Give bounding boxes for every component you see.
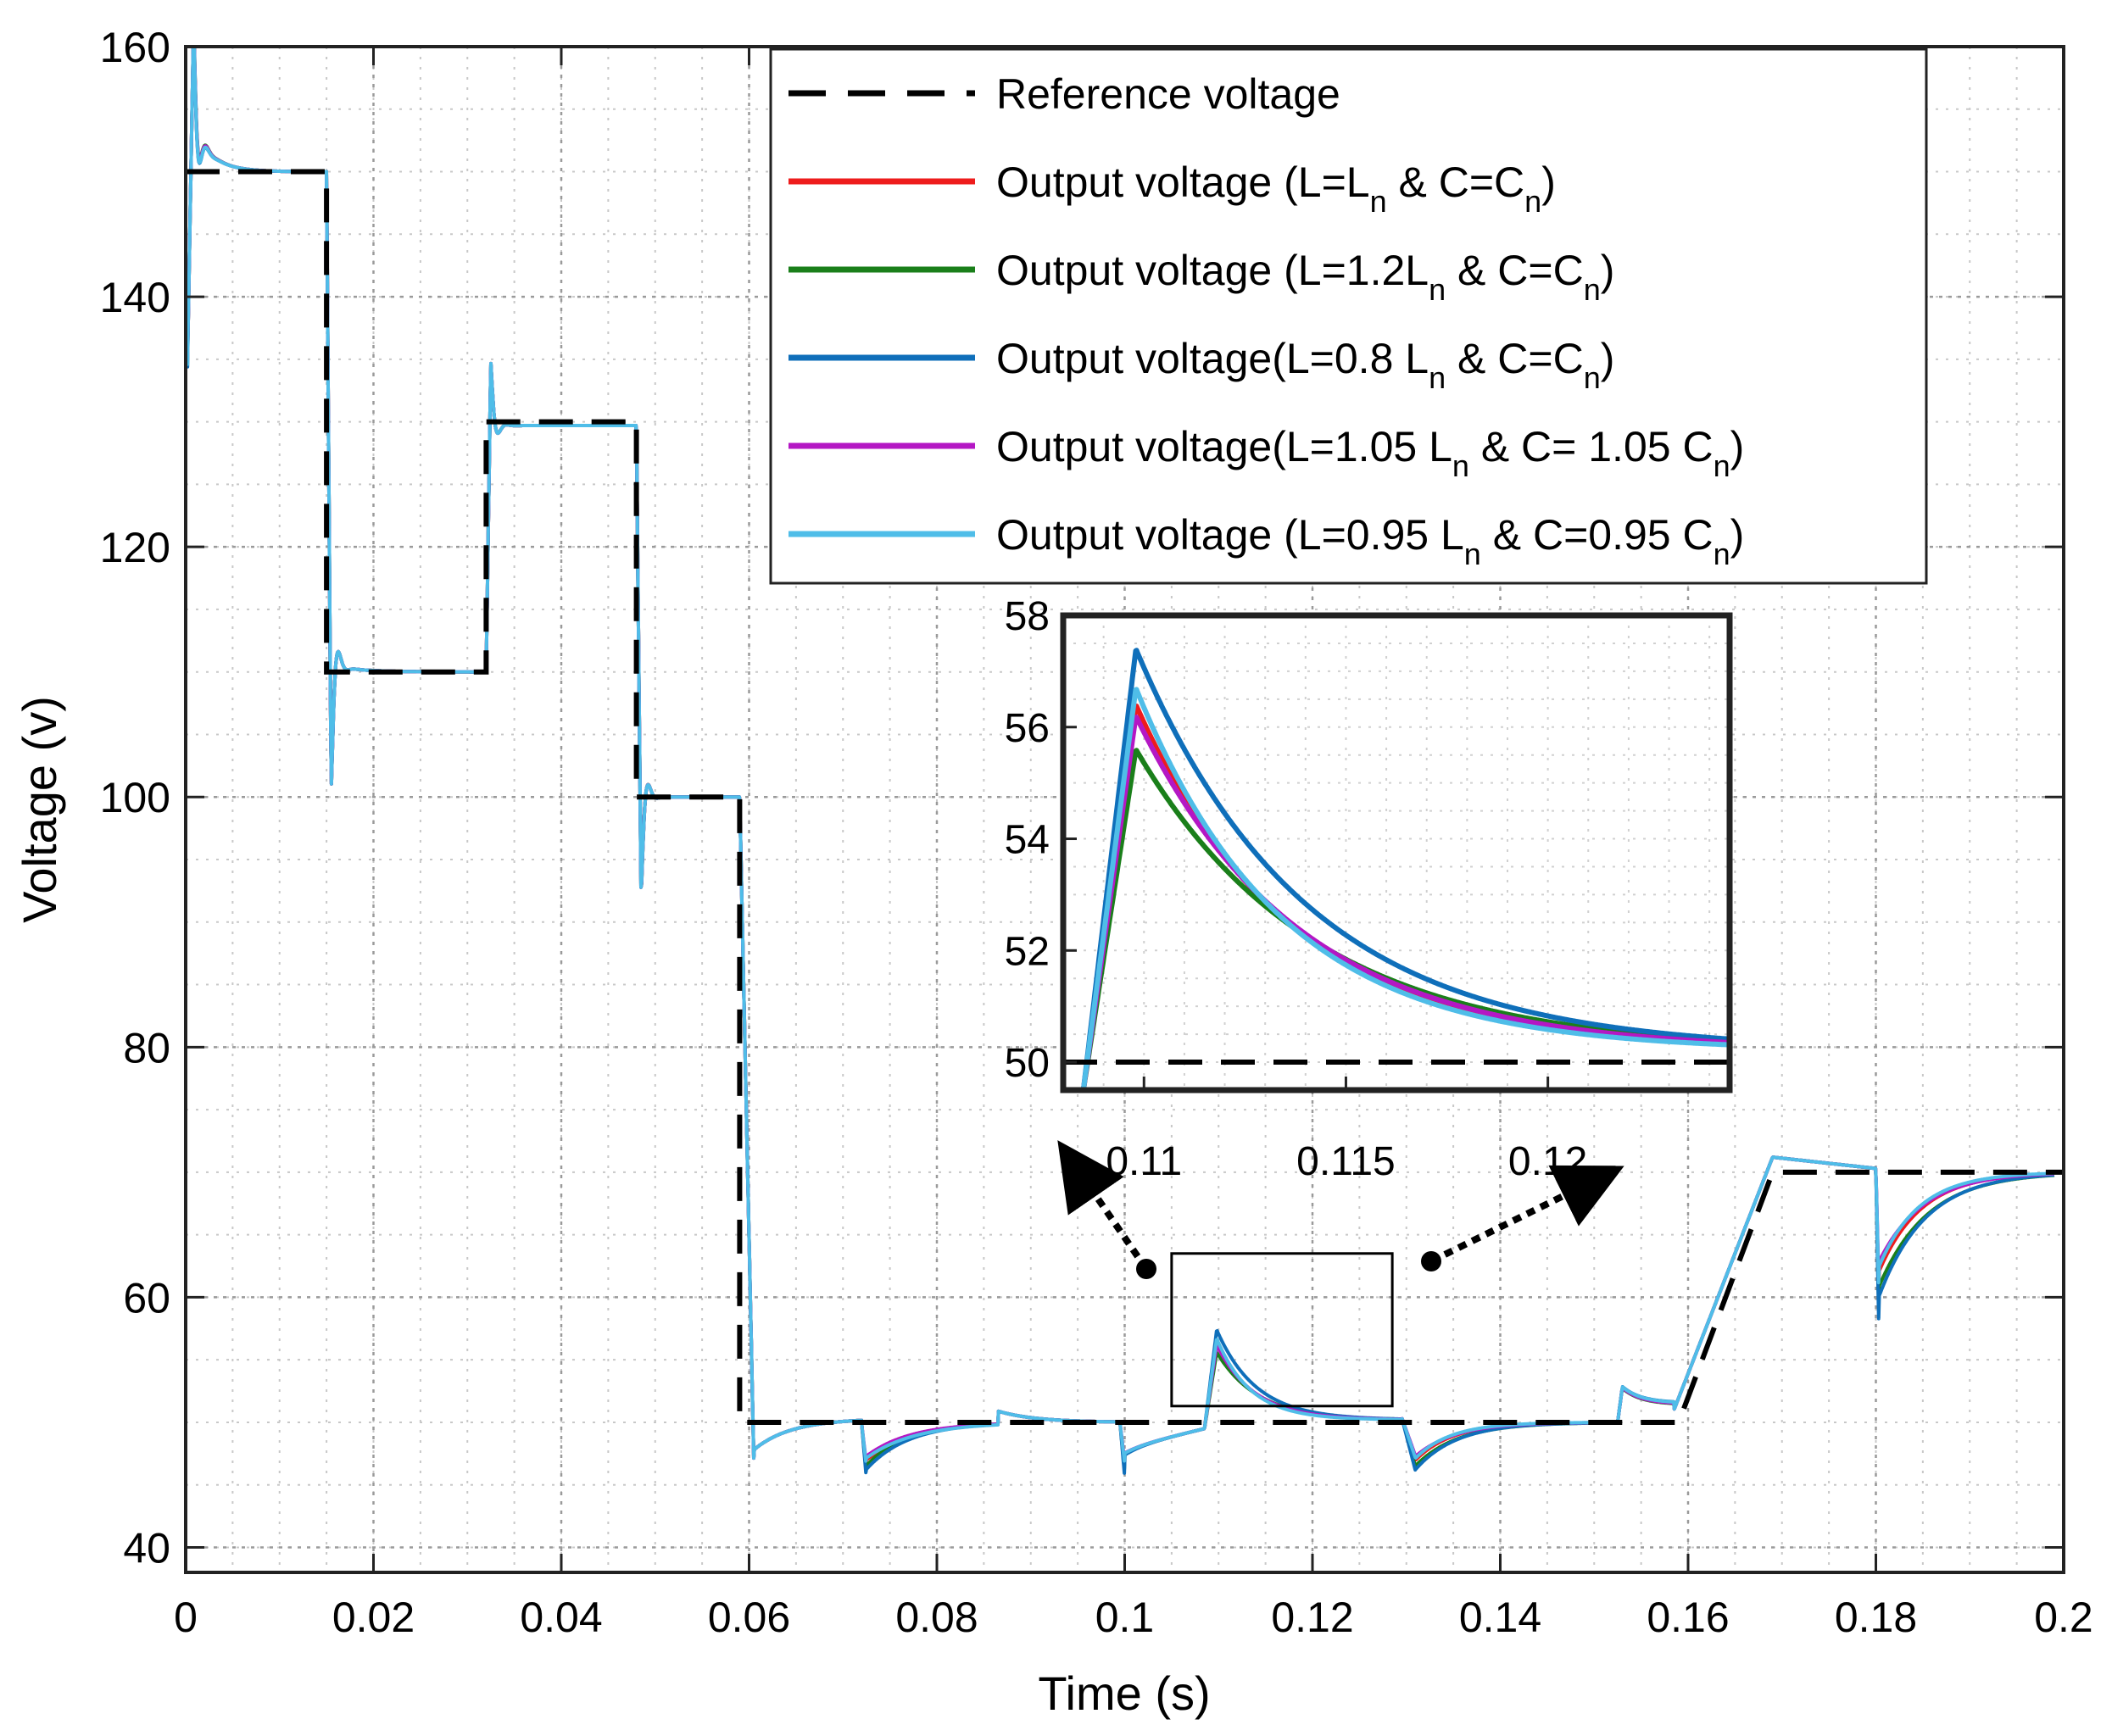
x-tick-label: 0.14 <box>1459 1594 1541 1641</box>
legend-entry-text: Output voltage (L=0.95 Ln & C=0.95 Cn) <box>996 511 1744 571</box>
x-tick-label: 0.18 <box>1835 1594 1917 1641</box>
reference-line <box>186 169 2064 1425</box>
inset-x-tick-label: 0.115 <box>1296 1139 1396 1184</box>
legend-entry-text: Output voltage (L=Ln & C=Cn) <box>996 159 1556 219</box>
main-axis-ticks: 0 0.02 0.04 0.06 0.08 0.1 0.12 0.14 0.16 0.18 0.2 4… <box>100 24 2093 1641</box>
inset-y-tick-label: 52 <box>1005 929 1050 974</box>
inset-x-tick-label: 0.12 <box>1508 1139 1587 1184</box>
arrow-right <box>1429 1165 1624 1265</box>
inset-y-tick-label: 56 <box>1005 706 1050 751</box>
x-tick-label: 0.16 <box>1647 1594 1729 1641</box>
inset-axis-ticks: 0.11 0.115 0.12 50 52 54 56 58 <box>1005 594 1588 1184</box>
zoom-annotation <box>1057 1140 1624 1408</box>
inset-series-line <box>1074 687 1730 1090</box>
x-tick-label: 0.02 <box>332 1594 415 1641</box>
inset-background <box>1063 615 1730 1090</box>
y-tick-label: 40 <box>123 1524 170 1572</box>
inset-series-line <box>1074 715 1730 1090</box>
x-tick-label: 0.2 <box>2034 1594 2093 1641</box>
inset-series-line <box>1074 648 1730 1090</box>
y-axis-label: Voltage (v) <box>13 696 66 923</box>
inset-frame <box>1060 612 1733 1093</box>
legend-entry-text: Output voltage(L=1.05 Ln & C= 1.05 Cn) <box>996 423 1744 483</box>
main-grid <box>184 45 2065 1572</box>
legend-entry-text: Output voltage (L=1.2Ln & C=Cn) <box>996 247 1614 307</box>
main-series-lines <box>186 47 2064 1475</box>
inset-zoom-plot: 0.11 0.115 0.12 50 52 54 56 58 <box>1005 594 1733 1184</box>
legend-box <box>769 47 1928 585</box>
x-tick-label: 0.12 <box>1271 1594 1353 1641</box>
y-tick-label: 80 <box>123 1024 170 1071</box>
y-tick-label: 120 <box>100 524 170 571</box>
y-tick-label: 160 <box>100 24 170 71</box>
inset-y-tick-label: 58 <box>1005 594 1050 639</box>
legend-entry-text: Reference voltage <box>996 70 1340 118</box>
x-tick-label: 0.06 <box>708 1594 790 1641</box>
legend: Reference voltage Output voltage (L=Ln & … <box>769 47 1928 585</box>
inset-x-tick-label: 0.11 <box>1106 1139 1182 1184</box>
arrow-left <box>1057 1140 1150 1271</box>
x-tick-label: 0.08 <box>895 1594 978 1641</box>
inset-series-lines <box>1063 648 1730 1090</box>
legend-entry-text: Output voltage(L=0.8 Ln & C=Cn) <box>996 335 1614 395</box>
y-tick-label: 140 <box>100 274 170 321</box>
zoom-box <box>1170 1252 1394 1408</box>
x-tick-label: 0.1 <box>1095 1594 1155 1641</box>
inset-y-tick-label: 54 <box>1005 818 1050 863</box>
x-tick-label: 0 <box>174 1594 198 1641</box>
inset-y-tick-label: 50 <box>1005 1041 1050 1086</box>
x-axis-label: Time (s) <box>1038 1666 1210 1720</box>
x-tick-label: 0.04 <box>520 1594 602 1641</box>
y-tick-label: 60 <box>123 1274 170 1321</box>
y-tick-label: 100 <box>100 774 170 821</box>
